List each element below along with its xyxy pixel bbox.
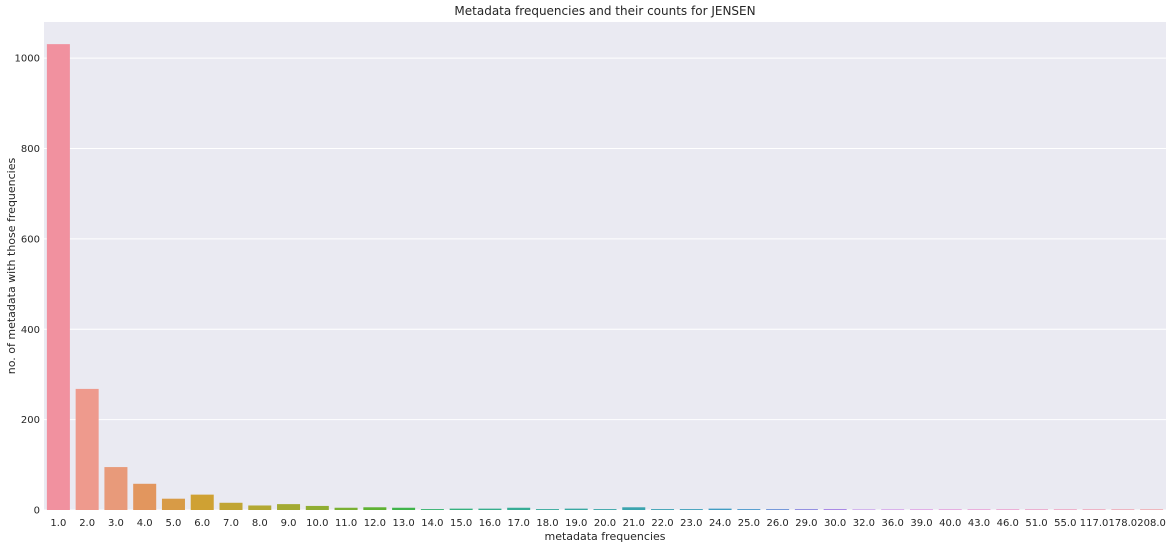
y-tick-label: 200 (21, 415, 40, 426)
x-tick-label: 55.0 (1054, 518, 1076, 529)
bar-9-0 (277, 504, 301, 510)
x-tick-labels: 1.0 2.0 3.0 4.0 5.0 6.0 7.0 8.0 9.0 10.0 11.0 12.0 1… (50, 518, 1166, 529)
bar-17-0 (507, 507, 531, 510)
x-tick-label: 26.0 (766, 518, 788, 529)
bar-6-0 (190, 494, 214, 510)
x-tick-label: 9.0 (281, 518, 297, 529)
chart-title: Metadata frequencies and their counts fo… (454, 4, 755, 18)
y-tick-label: 600 (21, 234, 40, 245)
x-tick-label: 12.0 (364, 518, 386, 529)
y-tick-label: 1000 (15, 54, 40, 65)
y-tick-labels: 0 200 400 600 800 1000 (15, 54, 40, 517)
y-tick-label: 400 (21, 325, 40, 336)
y-tick-label: 0 (34, 506, 40, 517)
x-tick-label: 6.0 (194, 518, 210, 529)
bar-14-0 (420, 509, 444, 510)
x-tick-label: 30.0 (824, 518, 846, 529)
y-axis-label: no. of metadata with those frequencies (5, 158, 18, 375)
x-tick-label: 208.0 (1137, 518, 1166, 529)
bar-19-0 (564, 508, 588, 510)
x-tick-label: 5.0 (166, 518, 182, 529)
x-tick-label: 22.0 (651, 518, 673, 529)
x-tick-label: 4.0 (137, 518, 153, 529)
x-tick-label: 17.0 (508, 518, 530, 529)
x-tick-label: 18.0 (536, 518, 558, 529)
x-tick-label: 32.0 (853, 518, 875, 529)
bar-2-0 (75, 388, 99, 510)
x-tick-label: 19.0 (565, 518, 587, 529)
bar-10-0 (305, 505, 329, 510)
bar-8-0 (248, 505, 272, 510)
bar-24-0 (708, 508, 732, 510)
x-tick-label: 23.0 (680, 518, 702, 529)
x-tick-label: 40.0 (939, 518, 961, 529)
x-tick-label: 20.0 (594, 518, 616, 529)
x-tick-label: 25.0 (738, 518, 760, 529)
bar-1-0 (46, 44, 70, 510)
x-tick-label: 39.0 (910, 518, 932, 529)
bar-29-0 (794, 509, 818, 510)
x-tick-label: 46.0 (997, 518, 1019, 529)
x-tick-label: 15.0 (450, 518, 472, 529)
bars (46, 44, 1164, 510)
y-tick-label: 800 (21, 144, 40, 155)
bar-20-0 (593, 509, 617, 510)
bar-15-0 (449, 508, 473, 510)
bar-16-0 (478, 508, 502, 510)
plot-background (44, 22, 1166, 510)
x-tick-label: 2.0 (79, 518, 95, 529)
x-tick-label: 178.0 (1109, 518, 1138, 529)
x-tick-label: 24.0 (709, 518, 731, 529)
x-axis-label: metadata frequencies (544, 530, 665, 543)
x-tick-label: 1.0 (50, 518, 66, 529)
bar-23-0 (679, 509, 703, 510)
bar-4-0 (133, 483, 157, 510)
x-tick-label: 7.0 (223, 518, 239, 529)
bar-5-0 (161, 498, 185, 510)
bar-21-0 (622, 507, 646, 510)
x-tick-label: 21.0 (623, 518, 645, 529)
x-tick-label: 117.0 (1080, 518, 1109, 529)
bar-3-0 (104, 467, 128, 510)
bar-12-0 (363, 507, 387, 510)
bar-25-0 (737, 509, 761, 510)
x-tick-label: 11.0 (335, 518, 357, 529)
bar-18-0 (535, 509, 559, 510)
bar-30-0 (823, 509, 847, 510)
bar-7-0 (219, 502, 243, 510)
x-tick-label: 13.0 (392, 518, 414, 529)
x-tick-label: 14.0 (421, 518, 443, 529)
bar-11-0 (334, 507, 358, 510)
x-tick-label: 36.0 (882, 518, 904, 529)
x-tick-label: 16.0 (479, 518, 501, 529)
bar-26-0 (766, 509, 790, 510)
x-tick-label: 3.0 (108, 518, 124, 529)
x-tick-label: 10.0 (306, 518, 328, 529)
x-tick-label: 8.0 (252, 518, 268, 529)
x-tick-label: 43.0 (968, 518, 990, 529)
x-tick-label: 29.0 (795, 518, 817, 529)
x-tick-label: 51.0 (1025, 518, 1047, 529)
bar-22-0 (651, 509, 675, 510)
bar-13-0 (392, 507, 416, 510)
